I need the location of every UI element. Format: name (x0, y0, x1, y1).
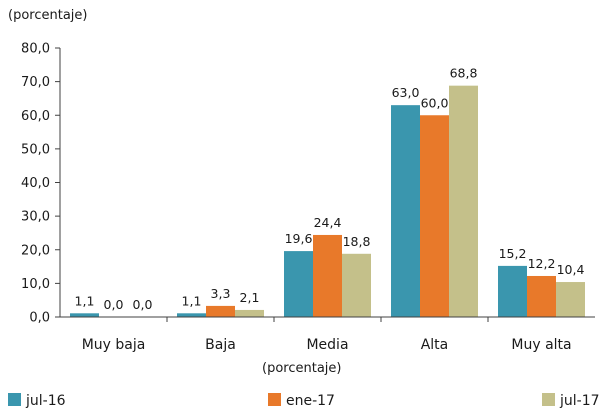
y-tick-label: 40,0 (21, 176, 50, 191)
data-label: 68,8 (450, 66, 478, 81)
bar (206, 305, 235, 317)
data-label: 60,0 (421, 95, 449, 110)
bars-group (70, 85, 585, 317)
x-tick-label: Muy baja (82, 337, 146, 353)
y-tick-label: 10,0 (21, 277, 50, 292)
x-tick-label: Media (306, 337, 348, 353)
y-axis: 0,0 10,0 20,0 30,0 40,0 50,0 60,0 70,0 80,0 (21, 42, 61, 326)
bar (70, 313, 99, 317)
legend: jul-16 ene-17 jul-17 (8, 393, 600, 409)
bar (313, 234, 342, 317)
legend-label: jul-16 (25, 393, 66, 409)
data-label: 0,0 (104, 297, 124, 312)
x-tick-label: Muy alta (511, 337, 571, 353)
data-label: 2,1 (240, 290, 260, 305)
y-tick-label: 20,0 (21, 243, 50, 258)
data-label: 19,6 (285, 231, 313, 246)
data-label: 15,2 (499, 246, 527, 261)
data-label: 12,2 (528, 256, 556, 271)
y-axis-unit-label: (porcentaje) (8, 8, 87, 23)
bar (556, 282, 585, 317)
y-tick-label: 80,0 (21, 42, 50, 57)
y-tick-label: 60,0 (21, 109, 50, 124)
bar (284, 251, 313, 317)
y-tick-label: 50,0 (21, 142, 50, 157)
data-label: 3,3 (211, 286, 231, 301)
x-axis-unit-label: (porcentaje) (262, 361, 341, 376)
bar (420, 115, 449, 317)
data-label: 10,4 (557, 262, 585, 277)
x-axis: Muy baja Baja Media Alta Muy alta (60, 316, 595, 353)
legend-label: jul-17 (559, 393, 600, 409)
data-label: 1,1 (75, 293, 95, 308)
bar (235, 309, 264, 317)
bar (391, 105, 420, 317)
bar (498, 265, 527, 317)
y-tick-label: 30,0 (21, 210, 50, 225)
legend-label: ene-17 (286, 393, 335, 409)
data-label: 18,8 (343, 234, 371, 249)
bar (342, 253, 371, 317)
legend-swatch (8, 393, 21, 406)
data-labels-group: 1,1 0,0 0,0 1,1 3,3 2,1 19,624,418,8 63,060,068… (75, 66, 585, 312)
data-label: 63,0 (392, 85, 420, 100)
legend-swatch (268, 393, 281, 406)
bar (527, 275, 556, 317)
bar (449, 85, 478, 317)
y-tick-label: 70,0 (21, 75, 50, 90)
bar (177, 313, 206, 317)
y-tick-label: 0,0 (29, 311, 50, 326)
data-label: 1,1 (182, 293, 202, 308)
x-tick-label: Baja (205, 337, 236, 353)
x-tick-label: Alta (421, 337, 449, 353)
data-label: 24,4 (314, 215, 342, 230)
data-label: 0,0 (133, 297, 153, 312)
legend-swatch (542, 393, 555, 406)
